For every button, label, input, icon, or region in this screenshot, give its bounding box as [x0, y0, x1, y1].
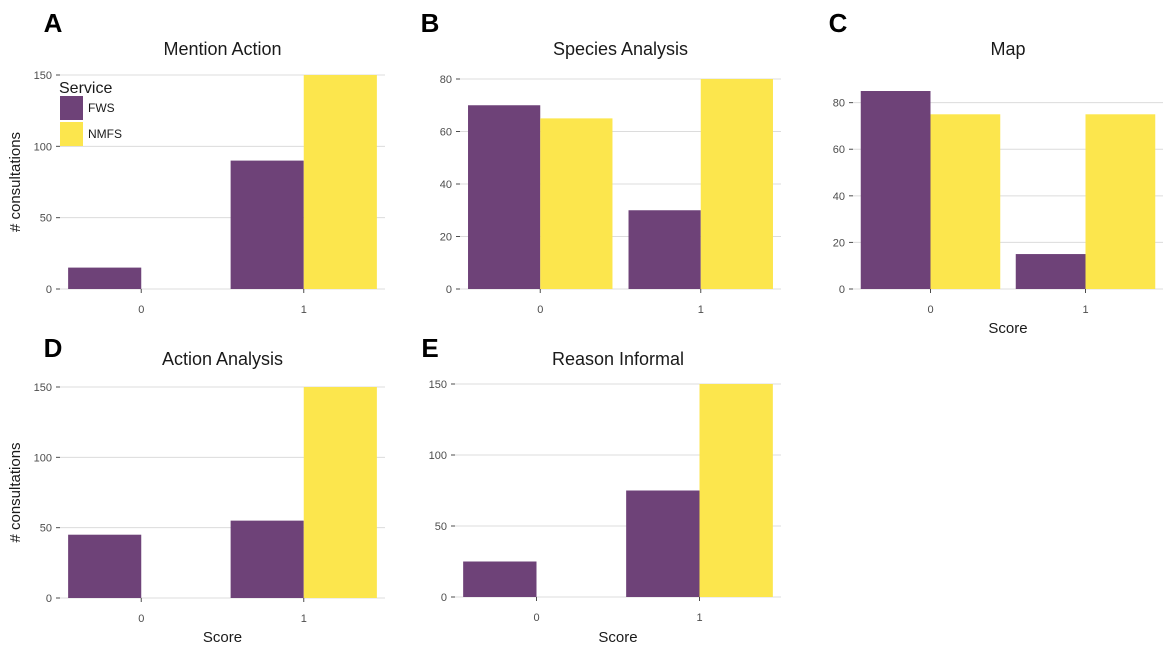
y-tick-label: 20	[833, 237, 845, 249]
bar-fws-1	[230, 520, 304, 598]
y-tick-label: 50	[40, 523, 52, 535]
bar-fws-0	[860, 91, 931, 289]
x-tick-label: 1	[301, 304, 307, 316]
legend-label-fws: FWS	[88, 101, 115, 115]
bar-fws-1	[230, 160, 304, 289]
y-tick-label: 150	[34, 70, 52, 82]
bar-nmfs-1	[700, 79, 773, 289]
y-tick-label: 80	[833, 98, 845, 110]
x-tick-label: 1	[1082, 304, 1088, 316]
y-tick-label: 60	[833, 144, 845, 156]
panel-title: Reason Informal	[552, 349, 684, 369]
y-tick-label: 80	[440, 74, 452, 86]
y-axis-label: # consultations	[7, 132, 24, 232]
panel-C: C Map 0 20 40 60 80 0 1 Score	[829, 8, 1163, 337]
x-axis-label: Score	[203, 629, 242, 646]
y-tick-label: 100	[34, 452, 52, 464]
panel-letter: D	[44, 333, 63, 363]
panel-title: Species Analysis	[553, 39, 688, 59]
panel-A: A Mention Action 0 50 100 150 0 1 # consultation…	[7, 8, 385, 316]
panel-title: Action Analysis	[162, 349, 283, 369]
y-tick-label: 50	[435, 521, 447, 533]
y-tick-label: 100	[429, 450, 447, 462]
bar-fws-0	[68, 267, 142, 289]
y-tick-label: 60	[440, 127, 452, 139]
panel-E: E Reason Informal 0 50 100 150 0 1 Score	[421, 333, 781, 646]
panel-letter: C	[829, 8, 848, 38]
panel-title: Mention Action	[163, 39, 281, 59]
bar-fws-1	[628, 210, 701, 289]
panel-B: B Species Analysis 0 20 40 60 80 0 1	[421, 8, 781, 316]
bar-fws-0	[463, 561, 537, 597]
panel-letter: B	[421, 8, 440, 38]
x-tick-label: 0	[927, 304, 933, 316]
bar-fws-0	[468, 105, 541, 289]
bar-fws-1	[626, 490, 700, 597]
legend-label-nmfs: NMFS	[88, 127, 122, 141]
bar-nmfs-1	[699, 384, 773, 597]
y-tick-label: 150	[34, 382, 52, 394]
y-tick-label: 0	[839, 284, 845, 296]
bar-fws-1	[1015, 254, 1086, 289]
panel-D: D Action Analysis 0 50 100 150 0 1 # consultatio…	[7, 333, 385, 646]
panel-letter: E	[421, 333, 438, 363]
legend-title: Service	[59, 80, 112, 97]
x-tick-label: 1	[301, 613, 307, 625]
x-axis-label: Score	[598, 629, 637, 646]
bar-nmfs-1	[303, 75, 377, 289]
y-tick-label: 50	[40, 213, 52, 225]
y-tick-label: 0	[446, 284, 452, 296]
legend-swatch-nmfs	[60, 122, 83, 146]
y-tick-label: 0	[46, 593, 52, 605]
x-tick-label: 0	[138, 304, 144, 316]
bar-nmfs-1	[1085, 114, 1156, 289]
x-tick-label: 0	[138, 613, 144, 625]
bar-nmfs-0	[540, 118, 613, 289]
bar-nmfs-1	[303, 387, 377, 598]
y-tick-label: 0	[441, 592, 447, 604]
y-tick-label: 40	[833, 191, 845, 203]
y-tick-label: 100	[34, 141, 52, 153]
y-tick-label: 150	[429, 379, 447, 391]
x-tick-label: 1	[698, 304, 704, 316]
panel-letter: A	[44, 8, 63, 38]
panel-title: Map	[990, 39, 1025, 59]
y-axis-label: # consultations	[7, 442, 24, 542]
legend: Service FWS NMFS	[59, 80, 122, 146]
x-axis-label: Score	[988, 320, 1027, 337]
y-tick-label: 20	[440, 232, 452, 244]
bar-nmfs-0	[930, 114, 1001, 289]
x-tick-label: 1	[696, 612, 702, 624]
y-tick-label: 40	[440, 179, 452, 191]
y-tick-label: 0	[46, 284, 52, 296]
bar-fws-0	[68, 534, 142, 598]
legend-swatch-fws	[60, 96, 83, 120]
x-tick-label: 0	[537, 304, 543, 316]
x-tick-label: 0	[533, 612, 539, 624]
